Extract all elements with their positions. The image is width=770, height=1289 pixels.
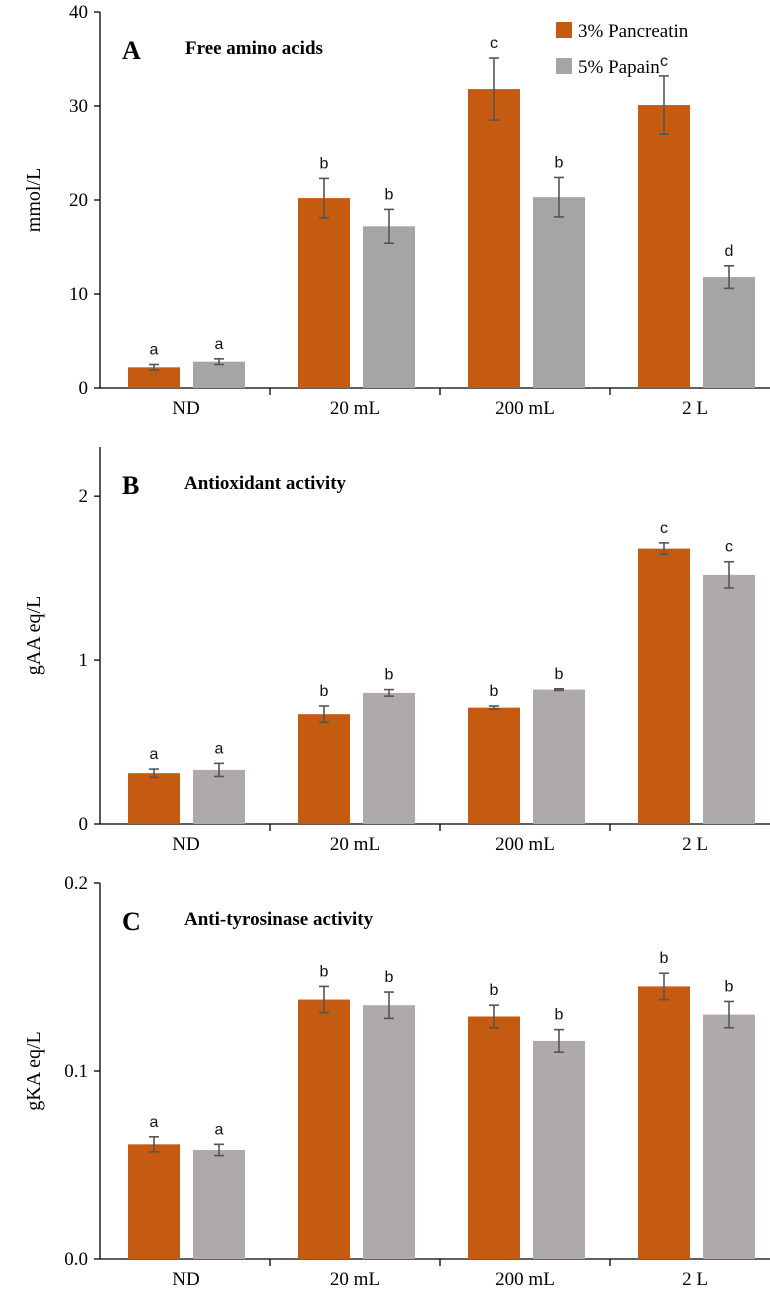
significance-label: b xyxy=(385,667,394,684)
bar xyxy=(468,707,520,824)
significance-label: a xyxy=(215,336,224,353)
x-tick-label: 200 mL xyxy=(495,834,555,855)
significance-label: a xyxy=(150,342,159,359)
y-tick-label: 1 xyxy=(79,650,89,671)
x-tick-label: 2 L xyxy=(682,1269,708,1289)
significance-label: d xyxy=(725,243,734,260)
panel-letter: A xyxy=(122,36,141,65)
x-tick-label: ND xyxy=(172,834,199,855)
y-tick-label: 2 xyxy=(79,486,89,507)
y-tick-label: 0.1 xyxy=(64,1061,88,1082)
bar xyxy=(468,89,520,388)
bar xyxy=(638,986,690,1259)
y-axis-label: gKA eq/L xyxy=(23,1031,45,1110)
panel-title: Free amino acids xyxy=(185,38,323,59)
bar xyxy=(363,692,415,824)
bar xyxy=(638,105,690,388)
x-tick-label: 20 mL xyxy=(330,398,380,419)
y-tick-label: 10 xyxy=(69,284,88,305)
significance-label: b xyxy=(725,978,734,995)
y-tick-label: 30 xyxy=(69,96,88,117)
x-tick-label: 20 mL xyxy=(330,1269,380,1289)
y-axis-label: mmol/L xyxy=(23,168,45,232)
panel-c: 0.0 0.1 0.2 ND 20 mL 200 mL 2 L gKA eq/L C Anti-t… xyxy=(23,873,770,1289)
legend-label: 5% Papain xyxy=(578,57,660,78)
legend-swatch xyxy=(556,22,572,38)
bar xyxy=(298,999,350,1259)
panel-title: Anti-tyrosinase activity xyxy=(184,909,374,930)
significance-label: b xyxy=(555,666,564,683)
bar xyxy=(128,367,180,388)
significance-label: b xyxy=(555,1007,564,1024)
bar xyxy=(193,361,245,388)
bar xyxy=(533,197,585,388)
x-tick-label: 200 mL xyxy=(495,398,555,419)
y-tick-label: 20 xyxy=(69,190,88,211)
panel-b: 0 1 2 ND 20 mL 200 mL 2 L gAA eq/L B Antioxidant … xyxy=(23,447,770,855)
y-tick-label: 0.2 xyxy=(64,873,88,894)
significance-label: b xyxy=(555,154,564,171)
bar xyxy=(193,769,245,824)
bar xyxy=(703,277,755,388)
legend-label: 3% Pancreatin xyxy=(578,21,689,42)
significance-label: a xyxy=(215,740,224,757)
bar xyxy=(128,1144,180,1259)
y-tick-label: 0 xyxy=(79,378,89,399)
significance-label: c xyxy=(660,53,668,70)
x-tick-label: 200 mL xyxy=(495,1269,555,1289)
bar xyxy=(363,226,415,388)
panel-letter: B xyxy=(122,471,139,500)
y-axis-label: gAA eq/L xyxy=(23,596,45,675)
bar xyxy=(533,1040,585,1259)
significance-label: c xyxy=(725,539,733,556)
bar xyxy=(298,714,350,824)
bar xyxy=(703,1014,755,1259)
significance-label: b xyxy=(320,963,329,980)
bar xyxy=(533,689,585,824)
significance-label: b xyxy=(320,155,329,172)
significance-label: a xyxy=(215,1121,224,1138)
significance-label: b xyxy=(490,982,499,999)
x-tick-label: ND xyxy=(172,398,199,419)
significance-label: b xyxy=(385,969,394,986)
significance-label: b xyxy=(490,683,499,700)
bar xyxy=(638,548,690,824)
significance-label: c xyxy=(490,35,498,52)
panel-title: Antioxidant activity xyxy=(184,473,347,494)
x-tick-label: 2 L xyxy=(682,398,708,419)
significance-label: b xyxy=(660,950,669,967)
y-tick-label: 40 xyxy=(69,2,88,23)
significance-label: a xyxy=(150,746,159,763)
significance-label: b xyxy=(320,683,329,700)
legend: 3% Pancreatin 5% Papain xyxy=(556,21,689,78)
significance-label: b xyxy=(385,186,394,203)
x-tick-label: 2 L xyxy=(682,834,708,855)
significance-label: a xyxy=(150,1114,159,1131)
bar xyxy=(298,198,350,388)
bar xyxy=(703,574,755,824)
panel-letter: C xyxy=(122,907,141,936)
significance-label: c xyxy=(660,520,668,537)
panel-a: 0 10 20 30 40 ND 20 mL 200 mL 2 L mmol/L A Free ami… xyxy=(23,2,770,419)
bar xyxy=(193,1149,245,1259)
legend-swatch xyxy=(556,58,572,74)
bar xyxy=(363,1005,415,1259)
y-tick-label: 0.0 xyxy=(64,1249,88,1270)
bar xyxy=(128,773,180,824)
x-tick-label: 20 mL xyxy=(330,834,380,855)
y-tick-label: 0 xyxy=(79,814,89,835)
bar xyxy=(468,1016,520,1259)
x-tick-label: ND xyxy=(172,1269,199,1289)
